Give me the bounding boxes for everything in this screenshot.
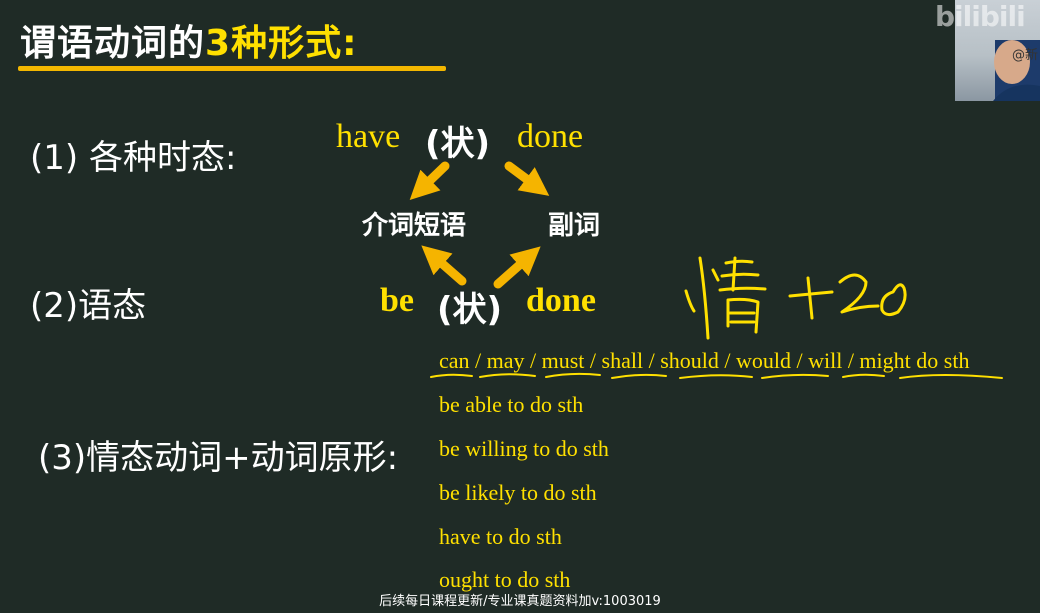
diagram-top-done: done: [517, 118, 584, 155]
modal-line-main: can / may / must / shall / should / woul…: [439, 348, 970, 373]
arrow-top-right: [504, 161, 550, 196]
modal-item: be likely to do sth: [439, 480, 597, 505]
diagram-node-adverb: 副词: [548, 211, 601, 241]
diagram-top-have: have: [336, 118, 401, 155]
footer-notice: 后续每日课程更新/专业课真题资料加v:1003019: [379, 594, 661, 609]
arrow-bottom-left: [421, 245, 467, 286]
handwritten-note: [684, 256, 907, 340]
modal-item: be able to do sth: [439, 392, 584, 417]
diagram-node-prep-phrase: 介词短语: [362, 211, 467, 241]
title-accent: 3种形式:: [205, 23, 358, 64]
modal-item: be willing to do sth: [439, 436, 609, 461]
section-1-label: (1) 各种时态:: [30, 138, 237, 178]
webcam-overlay: [955, 0, 1040, 101]
section-3-label: (3)情态动词+动词原形:: [38, 438, 399, 478]
section-2-label: (2)语态: [30, 286, 147, 326]
diagram-top-adverbial: (状): [425, 124, 491, 164]
arrow-top-left: [409, 161, 450, 200]
slide-title: 谓语动词的3种形式:: [20, 14, 357, 66]
webcam-handle: @新: [1012, 48, 1039, 63]
bilibili-watermark: bilibili: [935, 0, 1026, 33]
title-main: 谓语动词的: [20, 23, 206, 64]
modal-item: ought to do sth: [439, 567, 571, 592]
diagram-bottom-done: done: [526, 282, 596, 319]
modal-underlines: [430, 372, 1003, 379]
diagram-bottom-adverbial: (状): [437, 290, 503, 330]
presenter-icon: [993, 40, 1040, 101]
arrow-bottom-right: [493, 246, 541, 289]
diagram-bottom-be: be: [380, 282, 414, 319]
modal-item: have to do sth: [439, 524, 562, 549]
title-underline: [18, 66, 446, 71]
